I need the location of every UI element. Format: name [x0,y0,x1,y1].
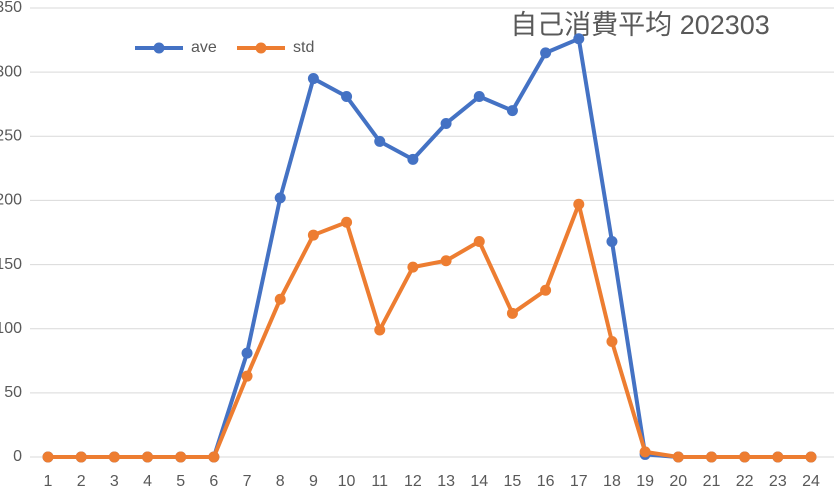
x-tick-label: 10 [338,473,356,490]
data-point [307,229,319,241]
data-point [606,336,618,348]
data-point [473,235,485,247]
data-point [175,451,187,463]
y-tick-label: 100 [0,320,22,337]
data-point [573,33,585,45]
x-tick-label: 18 [603,473,621,490]
data-point [341,216,353,228]
legend-marker [255,42,267,54]
x-tick-label: 6 [209,473,218,490]
data-point [506,105,518,117]
data-point [374,324,386,336]
data-point [739,451,751,463]
data-point [108,451,120,463]
x-tick-label: 14 [470,473,488,490]
y-tick-label: 200 [0,192,22,209]
data-point [208,451,220,463]
series-line [48,202,811,459]
data-point [473,91,485,103]
data-point [407,153,419,165]
y-tick-label: 300 [0,63,22,80]
y-tick-label: 250 [0,128,22,145]
data-point [142,451,154,463]
data-point [42,451,54,463]
data-point [241,347,253,359]
data-point [341,91,353,103]
x-tick-label: 13 [437,473,455,490]
y-tick-label: 50 [4,384,22,401]
x-tick-label: 19 [636,473,654,490]
legend-label: ave [191,39,217,56]
y-tick-label: 350 [0,0,22,16]
x-tick-label: 11 [371,473,388,490]
x-tick-label: 7 [243,473,252,490]
x-tick-label: 22 [736,473,754,490]
data-point [705,451,717,463]
data-point [672,451,684,463]
x-tick-label: 9 [309,473,318,490]
data-point [540,47,552,59]
x-tick-label: 12 [404,473,422,490]
x-tick-label: 8 [276,473,285,490]
data-point [407,261,419,273]
x-tick-label: 15 [504,473,522,490]
x-tick-label: 4 [143,473,152,490]
data-point [374,135,386,147]
data-point [274,192,286,204]
data-point [639,446,651,458]
data-point [805,451,817,463]
chart-title: 自己消費平均 202303 [510,10,770,40]
x-tick-label: 24 [802,473,820,490]
data-point [75,451,87,463]
x-tick-label: 23 [769,473,787,490]
x-tick-label: 2 [77,473,86,490]
data-point [606,235,618,247]
legend-marker [153,42,165,54]
data-point [506,307,518,319]
x-tick-label: 17 [570,473,588,490]
series-line [48,36,811,459]
x-tick-label: 1 [44,473,53,490]
data-point [440,117,452,129]
data-point [307,73,319,85]
data-point [772,451,784,463]
x-tick-label: 5 [176,473,185,490]
data-point [241,370,253,382]
x-tick-label: 16 [537,473,555,490]
legend-label: std [293,39,314,56]
x-tick-label: 21 [703,473,721,490]
data-point [274,293,286,305]
x-tick-label: 20 [669,473,687,490]
x-tick-label: 3 [110,473,119,490]
data-point [540,284,552,296]
data-point [440,255,452,267]
y-tick-label: 150 [0,256,22,273]
y-tick-label: 0 [13,448,22,465]
data-point [573,198,585,210]
